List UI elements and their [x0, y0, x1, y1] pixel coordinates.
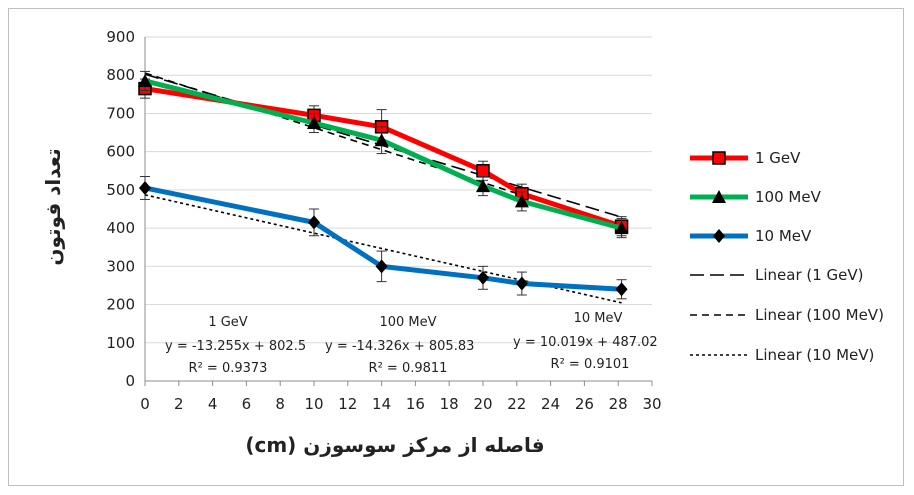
y-tick-label: 500 — [106, 181, 135, 199]
data-point — [308, 215, 320, 230]
annotation-label: 10 MeV — [574, 311, 623, 326]
data-point — [713, 229, 725, 243]
data-series — [138, 70, 629, 300]
series-line — [144, 78, 623, 231]
x-tick-label: 18 — [440, 395, 459, 413]
data-point — [374, 133, 389, 147]
legend-label: Linear (1 GeV) — [755, 266, 864, 284]
x-tick-label: 16 — [406, 395, 425, 413]
legend-item: 100 MeV — [690, 188, 822, 206]
legend-item: Linear (100 MeV) — [690, 306, 884, 324]
x-tick-label: 12 — [338, 395, 357, 413]
legend-label: 1 GeV — [755, 149, 801, 167]
y-tick-label: 300 — [106, 257, 135, 275]
legend-label: Linear (10 MeV) — [755, 346, 874, 364]
y-tick-label: 0 — [125, 372, 135, 390]
data-point — [515, 276, 528, 291]
legend-label: Linear (100 MeV) — [755, 306, 884, 324]
data-point — [712, 190, 726, 203]
annotation-r2: R² = 0.9811 — [369, 361, 448, 376]
series-10-mev — [139, 176, 628, 300]
y-tick-label: 200 — [106, 296, 135, 314]
data-point — [139, 180, 151, 195]
annotation-equation: y = -14.326x + 805.83 — [325, 339, 474, 354]
x-tick-label: 10 — [304, 395, 323, 413]
legend-item: 1 GeV — [690, 149, 801, 167]
x-axis-label: فاصله از مرکز سوسوزن (cm) — [245, 433, 544, 457]
x-tick-label: 28 — [609, 395, 628, 413]
x-tick-label: 2 — [174, 395, 184, 413]
x-tick-label: 0 — [140, 395, 150, 413]
legend-item: Linear (10 MeV) — [690, 346, 874, 364]
annotation-r2: R² = 0.9101 — [551, 357, 630, 372]
series-line — [144, 86, 623, 229]
y-tick-label: 400 — [106, 219, 135, 237]
data-point — [614, 221, 629, 235]
y-tick-label: 800 — [106, 66, 135, 84]
legend: 1 GeV 100 MeV 10 MeV Linear (1 GeV) Linear (… — [690, 149, 884, 364]
y-tick-label: 100 — [106, 334, 135, 352]
legend-item: Linear (1 GeV) — [690, 266, 864, 284]
x-tick-label: 8 — [275, 395, 285, 413]
equation-annotations: 1 GeV y = -13.255x + 802.5 R² = 0.9373 100 … — [165, 311, 658, 376]
y-axis-label: تعداد فوتون — [41, 148, 65, 265]
data-point — [476, 164, 490, 178]
data-point — [477, 270, 489, 285]
x-tick-label: 26 — [575, 395, 594, 413]
x-tick-label: 22 — [507, 395, 526, 413]
annotation-label: 100 MeV — [379, 315, 436, 330]
x-tick-label: 30 — [642, 395, 661, 413]
data-point — [375, 259, 388, 274]
x-tick-label: 6 — [242, 395, 252, 413]
chart-frame — [8, 8, 904, 486]
series-line — [144, 185, 622, 292]
x-tick-label: 24 — [541, 395, 560, 413]
x-tick-labels: 0 2 4 6 8 10 12 14 16 18 20 22 24 26 28 30 — [140, 395, 661, 413]
grid-lines — [145, 36, 652, 344]
x-tick-label: 14 — [372, 395, 391, 413]
legend-item: 10 MeV — [690, 227, 812, 245]
y-tick-label: 700 — [106, 104, 135, 122]
x-tick-label: 4 — [208, 395, 218, 413]
annotation-equation: y = -13.255x + 802.5 — [165, 339, 306, 354]
data-point — [615, 282, 628, 297]
data-point — [138, 73, 152, 87]
y-tick-labels: 0 100 200 300 400 500 600 700 800 900 — [106, 28, 135, 390]
x-tick-label: 20 — [473, 395, 492, 413]
annotation-equation: y = 10.019x + 487.02 — [513, 335, 658, 350]
legend-label: 100 MeV — [755, 188, 822, 206]
annotation-r2: R² = 0.9373 — [189, 361, 268, 376]
y-tick-label: 600 — [106, 143, 135, 161]
legend-label: 10 MeV — [755, 227, 812, 245]
y-tick-label: 900 — [106, 28, 135, 46]
data-point — [476, 179, 490, 193]
data-point — [712, 151, 726, 165]
series-100-mev — [138, 70, 629, 239]
annotation-label: 1 GeV — [208, 315, 247, 330]
data-point — [514, 194, 529, 208]
data-point — [307, 116, 321, 129]
